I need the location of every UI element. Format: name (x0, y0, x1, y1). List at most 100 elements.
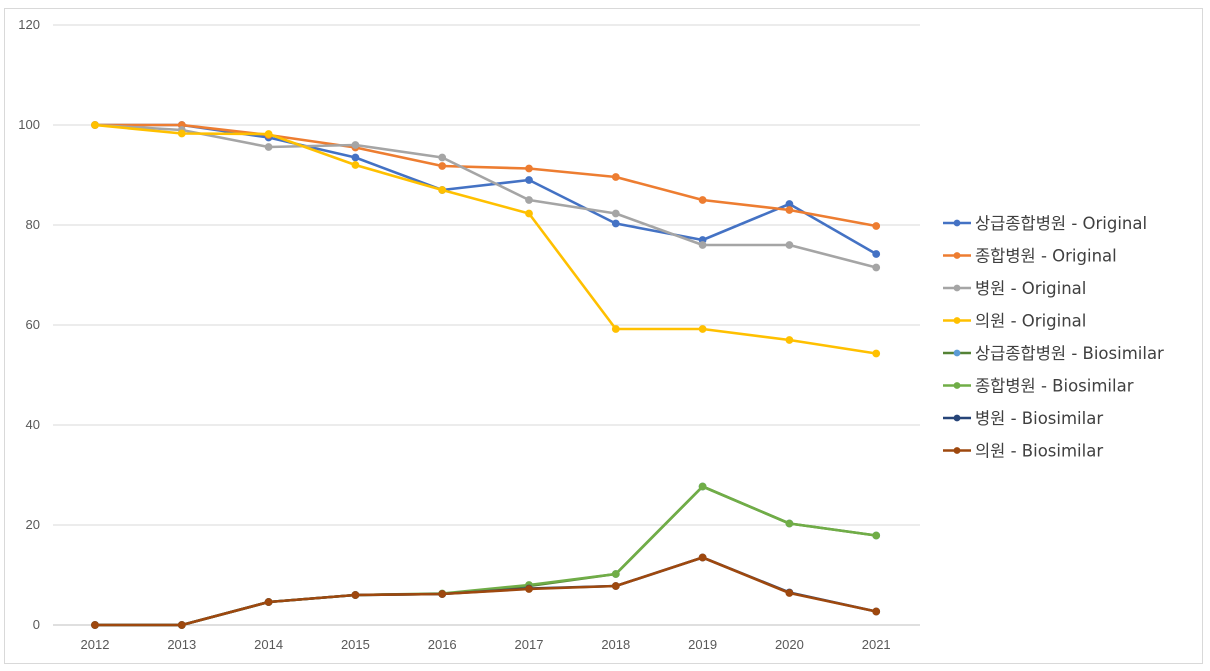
data-point (611, 209, 620, 218)
y-tick-label: 20 (26, 517, 40, 532)
data-point (785, 241, 794, 249)
data-point (872, 250, 881, 258)
data-point (872, 349, 881, 358)
data-point (698, 241, 707, 249)
series-line (93, 123, 878, 355)
data-point (525, 164, 533, 173)
legend-label: 종합병원 - Biosimilar (975, 377, 1134, 396)
data-point (264, 598, 273, 606)
data-point (872, 222, 881, 230)
legend-item: 상급종합병원 - Original (943, 214, 1147, 233)
data-point (611, 582, 620, 590)
series-1 (91, 121, 881, 230)
legend-item: 의원 - Biosimilar (943, 442, 1103, 461)
chart-frame (4, 8, 1203, 664)
legend-swatch-marker (953, 414, 961, 422)
y-tick-label: 0 (33, 617, 40, 632)
legend-item: 의원 - Original (943, 312, 1086, 331)
data-point (698, 325, 707, 333)
legend-label: 의원 - Biosimilar (975, 442, 1103, 461)
data-point (351, 141, 360, 149)
legend-label: 상급종합병원 - Original (975, 214, 1147, 233)
series-line (93, 485, 878, 627)
series-3 (91, 121, 881, 358)
data-point (525, 176, 533, 184)
data-point (264, 143, 273, 151)
legend-item: 병원 - Original (943, 279, 1086, 298)
data-point (177, 129, 186, 138)
legend-label: 상급종합병원 - Biosimilar (975, 344, 1164, 363)
legend-swatch-marker (953, 317, 961, 324)
gridlines (53, 24, 920, 626)
x-tick-label: 2017 (515, 637, 544, 652)
legend-swatch-marker (953, 284, 961, 292)
y-tick-label: 120 (18, 17, 40, 32)
x-axis-ticks: 2012 2013 2014 2015 2016 2017 2018 2019 2020 2021 (81, 637, 891, 652)
x-tick-label: 2021 (862, 637, 891, 652)
data-point (351, 591, 360, 599)
series-4 (91, 482, 881, 629)
data-point (438, 186, 447, 194)
y-tick-label: 100 (18, 117, 40, 132)
legend-swatch-marker (953, 382, 961, 389)
legend-label: 의원 - Original (975, 312, 1086, 331)
data-point (872, 607, 881, 616)
series-5 (91, 482, 881, 629)
legend-item: 종합병원 - Biosimilar (943, 377, 1134, 396)
data-point (698, 482, 707, 491)
x-tick-label: 2014 (254, 637, 283, 652)
data-point (872, 531, 881, 540)
series-line (93, 123, 878, 228)
legend-item: 종합병원 - Original (943, 247, 1117, 266)
y-tick-label: 60 (26, 317, 40, 332)
data-point (785, 519, 794, 528)
x-tick-label: 2013 (167, 637, 196, 652)
legend-swatch-marker (953, 252, 961, 259)
data-point (525, 196, 533, 204)
data-point (611, 570, 620, 578)
data-point (91, 121, 99, 129)
data-point (351, 153, 360, 162)
legend-label: 종합병원 - Original (975, 247, 1117, 266)
data-point (525, 585, 533, 593)
series-line (93, 123, 878, 269)
y-tick-label: 40 (26, 417, 40, 432)
legend-item: 상급종합병원 - Biosimilar (943, 344, 1164, 363)
series-0 (91, 121, 881, 258)
data-point (91, 621, 99, 629)
x-tick-label: 2020 (775, 637, 804, 652)
x-tick-label: 2018 (601, 637, 630, 652)
data-point (351, 161, 360, 169)
data-point (438, 590, 447, 598)
data-point (785, 206, 794, 214)
legend: 상급종합병원 - Original 종합병원 - Original 병원 - Ori… (943, 214, 1164, 461)
series-7 (91, 553, 881, 629)
series-line (93, 123, 878, 256)
legend-swatch-marker (953, 219, 961, 227)
data-point (611, 173, 620, 181)
data-point (872, 263, 881, 272)
data-point (611, 219, 620, 228)
legend-label: 병원 - Original (975, 279, 1086, 298)
x-tick-label: 2015 (341, 637, 370, 652)
series-line (93, 485, 878, 627)
x-tick-label: 2012 (81, 637, 110, 652)
data-point (785, 336, 794, 344)
data-point (611, 325, 620, 333)
legend-swatch-marker (953, 447, 961, 454)
data-point (698, 553, 707, 562)
data-point (525, 209, 533, 218)
data-point (698, 196, 707, 204)
data-point (177, 621, 186, 629)
series-group (91, 121, 881, 629)
y-axis-ticks: 0 20 40 60 80 100 120 (18, 17, 40, 632)
data-point (785, 589, 794, 597)
series-line (93, 556, 878, 627)
data-point (438, 153, 447, 162)
data-point (438, 162, 447, 170)
x-tick-label: 2019 (688, 637, 717, 652)
legend-swatch-marker (953, 349, 961, 357)
x-tick-label: 2016 (428, 637, 457, 652)
series-2 (91, 121, 881, 272)
